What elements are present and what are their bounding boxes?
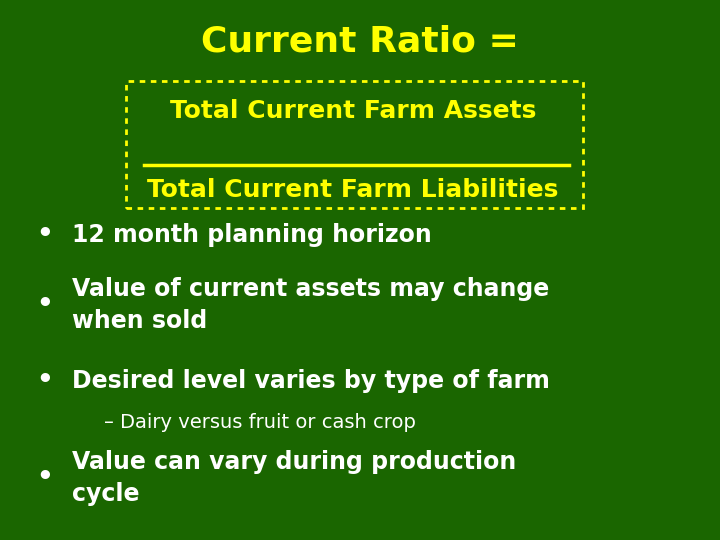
Text: •: • bbox=[36, 292, 53, 318]
Text: 12 month planning horizon: 12 month planning horizon bbox=[72, 223, 432, 247]
Text: •: • bbox=[36, 222, 53, 248]
Text: Value can vary during production
cycle: Value can vary during production cycle bbox=[72, 450, 516, 505]
Text: Total Current Farm Assets: Total Current Farm Assets bbox=[170, 99, 536, 123]
Text: Desired level varies by type of farm: Desired level varies by type of farm bbox=[72, 369, 550, 393]
Text: •: • bbox=[36, 368, 53, 394]
Text: – Dairy versus fruit or cash crop: – Dairy versus fruit or cash crop bbox=[104, 413, 416, 432]
Text: Value of current assets may change
when sold: Value of current assets may change when … bbox=[72, 278, 549, 333]
Text: •: • bbox=[36, 465, 53, 491]
Text: Total Current Farm Liabilities: Total Current Farm Liabilities bbox=[147, 178, 559, 202]
Text: Current Ratio =: Current Ratio = bbox=[201, 24, 519, 58]
